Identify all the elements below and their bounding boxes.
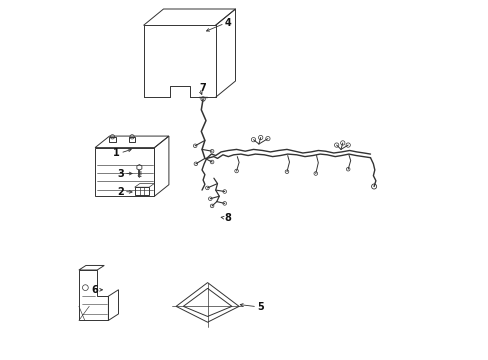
Text: 8: 8 [224, 213, 231, 223]
Text: 4: 4 [224, 18, 231, 28]
Circle shape [194, 162, 197, 166]
Circle shape [205, 186, 209, 190]
Circle shape [193, 144, 197, 148]
Circle shape [201, 97, 205, 101]
Circle shape [208, 197, 212, 201]
Circle shape [210, 204, 213, 208]
Circle shape [340, 141, 344, 145]
Circle shape [234, 169, 238, 173]
Bar [109, 137, 116, 142]
Circle shape [258, 135, 263, 140]
Text: 1: 1 [113, 148, 120, 158]
Bar [128, 137, 135, 142]
Circle shape [313, 172, 317, 175]
Text: 2: 2 [117, 186, 123, 197]
Circle shape [265, 136, 269, 141]
Circle shape [346, 143, 349, 147]
Circle shape [223, 202, 226, 205]
Circle shape [223, 190, 226, 193]
Circle shape [251, 138, 255, 142]
Circle shape [346, 167, 349, 171]
Circle shape [285, 170, 288, 174]
Text: 6: 6 [91, 285, 98, 295]
Text: 7: 7 [199, 83, 206, 93]
Circle shape [371, 184, 376, 189]
Text: 5: 5 [257, 302, 264, 312]
Circle shape [334, 143, 338, 147]
Circle shape [210, 160, 213, 164]
Circle shape [210, 149, 213, 153]
Text: 3: 3 [117, 168, 123, 179]
